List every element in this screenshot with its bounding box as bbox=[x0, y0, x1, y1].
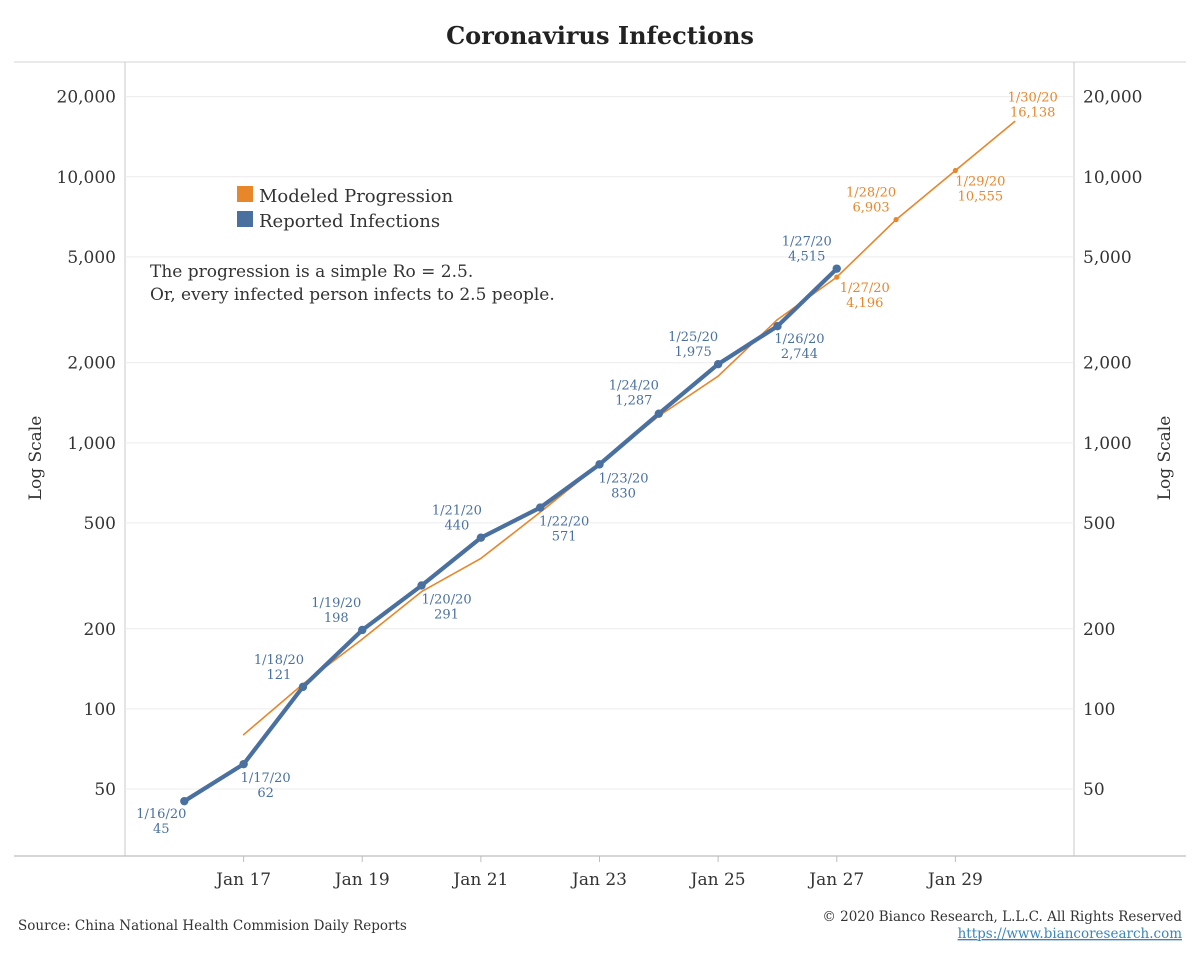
point-label-reported: 1/22/20 571 bbox=[539, 515, 589, 545]
x-tick-label: Jan 19 bbox=[333, 870, 390, 890]
y-tick-label-left: 2,000 bbox=[67, 354, 116, 374]
chart-title: Coronavirus Infections bbox=[446, 21, 754, 50]
y-tick-label-left: 100 bbox=[84, 700, 116, 720]
point-label-reported: 1/26/20 2,744 bbox=[774, 332, 824, 362]
legend: Modeled Progression Reported Infections bbox=[237, 186, 453, 232]
point-label-modeled: 1/30/20 16,138 bbox=[1008, 90, 1058, 120]
point-label-reported: 1/16/20 45 bbox=[136, 807, 186, 837]
y-axis-title-left: Log Scale bbox=[26, 416, 46, 501]
y-tick-label-right: 2,000 bbox=[1083, 354, 1132, 374]
point-label-reported: 1/18/20 121 bbox=[254, 653, 304, 683]
legend-swatch-modeled bbox=[237, 186, 253, 202]
y-tick-label-left: 20,000 bbox=[57, 88, 116, 108]
data-point-modeled bbox=[834, 274, 840, 280]
data-point-reported bbox=[713, 359, 723, 369]
point-label-reported: 1/21/20 440 bbox=[432, 504, 482, 534]
source-note: Source: China National Health Commision … bbox=[18, 918, 407, 934]
y-tick-label-right: 500 bbox=[1083, 514, 1115, 534]
data-point-reported bbox=[417, 581, 426, 590]
legend-label-modeled: Modeled Progression bbox=[259, 186, 453, 207]
data-point-reported bbox=[535, 503, 545, 512]
y-axis-right: 50 100 200 500 1,000 2,000 5,000 10,000 20,000 bbox=[1083, 88, 1142, 800]
data-point-modeled bbox=[952, 167, 958, 174]
point-label-reported: 1/27/20 4,515 bbox=[782, 235, 832, 265]
y-tick-label-right: 20,000 bbox=[1083, 88, 1142, 108]
annotation-line-1: The progression is a simple Ro = 2.5. bbox=[150, 262, 473, 282]
annotation-line-2: Or, every infected person infects to 2.5… bbox=[150, 285, 555, 305]
x-axis: Jan 17 Jan 19 Jan 21 Jan 23 Jan 25 Jan 27 Jan … bbox=[214, 856, 983, 890]
data-point-reported bbox=[595, 460, 604, 469]
point-label-modeled: 1/28/20 6,903 bbox=[846, 186, 896, 216]
data-point-reported bbox=[476, 533, 486, 542]
y-tick-label-left: 5,000 bbox=[67, 248, 116, 268]
point-label-modeled: 1/29/20 10,555 bbox=[955, 175, 1005, 205]
point-label-reported: 1/23/20 830 bbox=[598, 471, 648, 501]
plot-frame bbox=[14, 61, 1186, 857]
y-tick-label-right: 50 bbox=[1083, 780, 1105, 800]
point-label-reported: 1/19/20 198 bbox=[311, 596, 361, 626]
point-label-reported: 1/20/20 291 bbox=[422, 592, 472, 622]
point-labels: 1/27/20 4,196 1/28/20 6,903 1/29/20 10,555 1/3… bbox=[136, 90, 1058, 837]
website-link[interactable]: https://www.biancoresearch.com bbox=[958, 926, 1183, 942]
point-label-modeled: 1/27/20 4,196 bbox=[840, 281, 890, 311]
legend-label-reported: Reported Infections bbox=[259, 211, 440, 232]
y-tick-label-left: 50 bbox=[94, 780, 116, 800]
y-tick-label-right: 5,000 bbox=[1083, 248, 1132, 268]
y-tick-label-left: 10,000 bbox=[57, 168, 116, 188]
point-label-reported: 1/25/20 1,975 bbox=[668, 330, 718, 360]
y-tick-label-left: 500 bbox=[84, 514, 116, 534]
legend-swatch-reported bbox=[237, 211, 253, 227]
y-tick-label-right: 10,000 bbox=[1083, 168, 1142, 188]
y-tick-label-right: 200 bbox=[1083, 620, 1115, 640]
data-point-reported bbox=[358, 625, 367, 635]
data-point-reported bbox=[654, 409, 664, 418]
y-tick-label-left: 200 bbox=[84, 620, 116, 640]
y-tick-label-right: 1,000 bbox=[1083, 434, 1132, 454]
x-tick-label: Jan 25 bbox=[689, 870, 746, 890]
y-axis-title-right: Log Scale bbox=[1155, 416, 1175, 501]
data-point-reported bbox=[239, 759, 248, 769]
copyright-note: © 2020 Bianco Research, L.L.C. All Right… bbox=[822, 909, 1182, 925]
x-tick-label: Jan 17 bbox=[214, 870, 271, 890]
x-tick-label: Jan 27 bbox=[807, 870, 864, 890]
data-point-reported bbox=[832, 264, 841, 273]
data-point-reported bbox=[298, 682, 308, 692]
point-label-reported: 1/17/20 62 bbox=[241, 771, 291, 801]
data-point-reported bbox=[180, 796, 189, 806]
y-tick-label-right: 100 bbox=[1083, 700, 1115, 720]
y-tick-label-left: 1,000 bbox=[67, 434, 116, 454]
data-point-reported bbox=[773, 321, 782, 331]
grid-lines bbox=[125, 96, 1074, 790]
point-label-reported: 1/24/20 1,287 bbox=[609, 379, 659, 409]
series-line-reported bbox=[182, 266, 839, 804]
x-tick-label: Jan 29 bbox=[926, 870, 983, 890]
x-tick-label: Jan 21 bbox=[451, 870, 508, 890]
x-tick-label: Jan 23 bbox=[570, 870, 627, 890]
data-point-modeled bbox=[893, 216, 899, 223]
series-layer bbox=[180, 120, 1016, 806]
y-axis-left: 50 100 200 500 1,000 2,000 5,000 10,000 20,000 bbox=[57, 88, 116, 800]
